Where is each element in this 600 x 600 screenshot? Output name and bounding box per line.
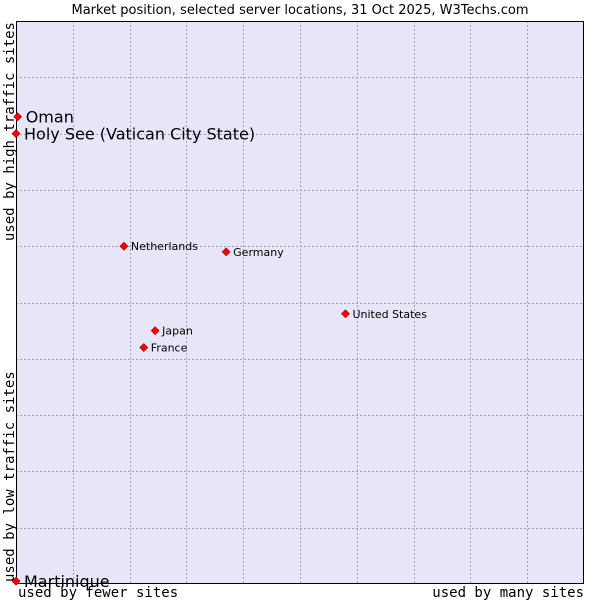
grid	[16, 21, 584, 584]
data-point-label: Martinique	[24, 572, 110, 591]
data-point-marker[interactable]	[341, 309, 350, 319]
chart-title: Market position, selected server locatio…	[71, 3, 528, 18]
x-axis-label-left: used by fewer sites	[18, 585, 178, 600]
data-point-label: Germany	[233, 246, 284, 259]
data-point-marker[interactable]	[150, 326, 160, 336]
data-point-label: Japan	[161, 325, 193, 338]
data-point-label: United States	[352, 308, 427, 321]
data-point-label: Netherlands	[131, 240, 198, 253]
data-point-marker[interactable]	[221, 247, 231, 257]
data-point-marker[interactable]	[139, 343, 149, 352]
x-axis-label-right: used by many sites	[432, 585, 584, 600]
data-point-marker[interactable]	[11, 129, 21, 139]
data-point-marker[interactable]	[11, 576, 21, 586]
data-point-label: Oman	[26, 108, 74, 127]
data-point-label: Holy See (Vatican City State)	[24, 125, 255, 144]
data-point-marker[interactable]	[13, 112, 23, 122]
y-axis-label-low: used by low traffic sites	[2, 371, 18, 582]
plot-border	[16, 21, 584, 584]
data-point-marker[interactable]	[119, 241, 129, 251]
data-point-label: France	[151, 342, 188, 355]
y-axis-label-high: used by high traffic sites	[2, 22, 18, 241]
